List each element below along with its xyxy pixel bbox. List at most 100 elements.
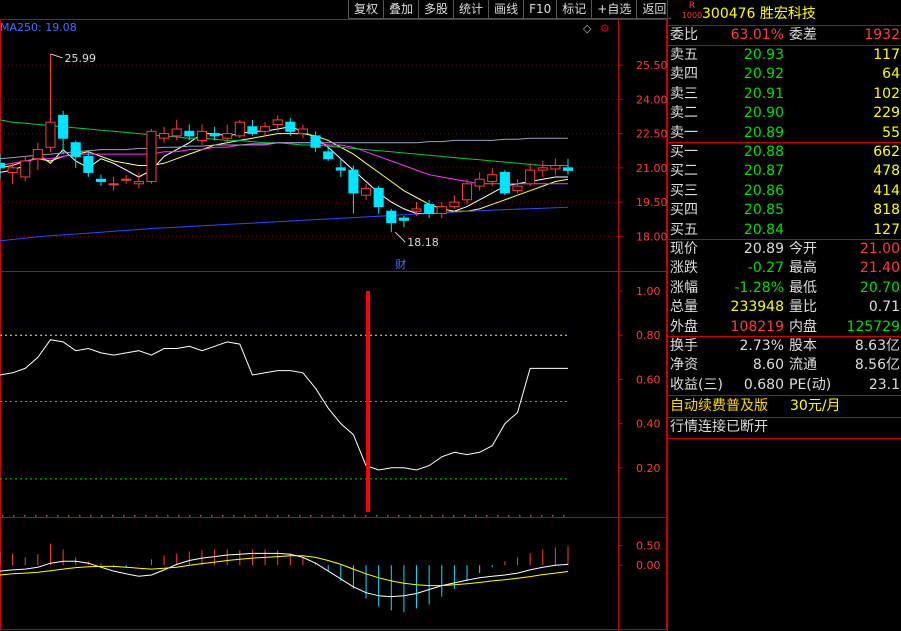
candle[interactable] (461, 179, 473, 205)
toolbar-add-watchlist-button[interactable]: +自选 (591, 0, 637, 19)
candle[interactable] (550, 158, 561, 175)
candle[interactable] (95, 174, 107, 187)
gear-icon[interactable]: ⚙ (600, 22, 610, 35)
candle[interactable] (323, 147, 334, 161)
candle[interactable] (7, 163, 18, 184)
promo-price[interactable]: 30元/月 (790, 398, 841, 414)
candle[interactable] (285, 117, 296, 136)
candle[interactable] (398, 215, 409, 228)
candle[interactable] (196, 124, 207, 145)
toolbar-stats-button[interactable]: 统计 (453, 0, 489, 19)
toolbar-multistock-button[interactable]: 多股 (418, 0, 454, 19)
stat-row-2-col1: 涨跌 (670, 260, 698, 277)
candle-body (487, 174, 498, 183)
candle[interactable] (146, 129, 157, 184)
toolbar-mark-button[interactable]: 标记 (556, 0, 592, 19)
candle[interactable] (0, 154, 6, 180)
bid-row-1: 买一 20.88 662 (668, 143, 901, 162)
toolbar: 复权 叠加 多股 统计 画线 F10 标记 +自选 返回 (348, 0, 672, 19)
separator-dot (442, 515, 444, 517)
candle[interactable] (159, 126, 170, 143)
promo-text[interactable]: 自动续费普及版 (670, 398, 768, 414)
fund-row-2-col1: 净资 (670, 357, 698, 374)
candle[interactable] (474, 172, 485, 191)
stat-row-1-col1: 现价 (670, 241, 698, 257)
candle[interactable] (361, 183, 372, 200)
candle[interactable] (20, 156, 31, 182)
candle[interactable] (537, 160, 548, 177)
candle[interactable] (222, 124, 233, 143)
ask-row-5-col4: 117 (873, 47, 900, 63)
candle[interactable] (449, 195, 460, 209)
promo-row[interactable]: 自动续费普及版 30元/月 (668, 397, 901, 416)
candle[interactable] (436, 202, 447, 219)
separator-dot (398, 515, 400, 517)
toolbar-draw-button[interactable]: 画线 (488, 0, 524, 19)
candle[interactable] (171, 119, 182, 141)
candle[interactable] (411, 202, 422, 216)
indicator-tick-label: 0.60 (636, 373, 661, 386)
candle[interactable] (335, 158, 346, 177)
candle-body (449, 201, 460, 208)
ask-row-4: 卖四 20.92 64 (668, 65, 901, 84)
candle[interactable] (83, 151, 94, 177)
diamond-icon[interactable]: ◇ (583, 22, 592, 35)
separator-dot (365, 515, 367, 517)
candle-body (562, 167, 574, 171)
candle[interactable] (108, 176, 119, 191)
ask-row-2-col2: 20.90 (743, 105, 784, 122)
toolbar-back-button[interactable]: 返回 (636, 0, 672, 19)
candle[interactable] (32, 142, 43, 171)
candle[interactable] (247, 119, 258, 136)
candle[interactable] (373, 186, 384, 214)
toolbar-fuquan-button[interactable]: 复权 (348, 0, 384, 19)
candle[interactable] (45, 53, 56, 152)
price-tick-label: 22.50 (636, 128, 667, 141)
candle-body (348, 169, 359, 194)
candle[interactable] (184, 124, 195, 141)
candle[interactable] (386, 208, 397, 233)
candle[interactable] (297, 124, 308, 139)
toolbar-overlay-button[interactable]: 叠加 (383, 0, 419, 19)
candle[interactable] (234, 119, 245, 139)
candle-body (247, 126, 258, 135)
candle-body (196, 130, 207, 141)
candle[interactable] (260, 122, 271, 136)
candle[interactable] (562, 158, 574, 175)
candle-body (0, 162, 6, 169)
toolbar-f10-button[interactable]: F10 (523, 0, 557, 19)
candle[interactable] (487, 167, 498, 187)
kline-chart-svg[interactable]: 25.50 24.00 22.50 21.00 19.50 18.00 25.99 18.18… (0, 0, 667, 631)
stat-row-5-col4: 125729 (846, 318, 900, 335)
separator-dot (57, 515, 59, 517)
candle[interactable] (348, 165, 359, 214)
ask-row-4-col1: 卖四 (670, 66, 698, 83)
stock-code-name[interactable]: 300476 胜宏科技 (702, 6, 816, 22)
candle[interactable] (525, 163, 536, 187)
bid-row-5: 买五 20.84 127 (668, 221, 901, 240)
candle[interactable] (424, 199, 435, 219)
candle[interactable] (310, 131, 321, 152)
candle[interactable] (209, 126, 220, 141)
bid-row-4: 买四 20.85 818 (668, 201, 901, 220)
separator-dot (332, 515, 334, 517)
candle[interactable] (121, 174, 132, 184)
candle-body (461, 183, 473, 201)
separator-dot (354, 515, 356, 517)
candle[interactable] (499, 170, 510, 196)
stat-row-5: 外盘 108219 内盘 125729 (668, 318, 901, 337)
bid-row-5-col2: 20.84 (743, 221, 784, 238)
candle[interactable] (512, 179, 523, 193)
ma-line-4 (0, 137, 568, 160)
stat-row-2-col4: 21.40 (859, 260, 900, 277)
status-row: 行情连接已断开 (668, 418, 901, 437)
separator-dot (112, 515, 114, 517)
candle[interactable] (58, 110, 69, 155)
indicator-tick-label: 0.40 (636, 418, 661, 431)
stat-row-2: 涨跌 -0.27 最高 21.40 (668, 259, 901, 278)
candle[interactable] (70, 140, 81, 168)
candle[interactable] (272, 115, 283, 132)
separator-dot (497, 515, 499, 517)
chart-area[interactable]: 25.50 24.00 22.50 21.00 19.50 18.00 25.99 18.18… (0, 0, 672, 631)
candle[interactable] (133, 172, 144, 189)
